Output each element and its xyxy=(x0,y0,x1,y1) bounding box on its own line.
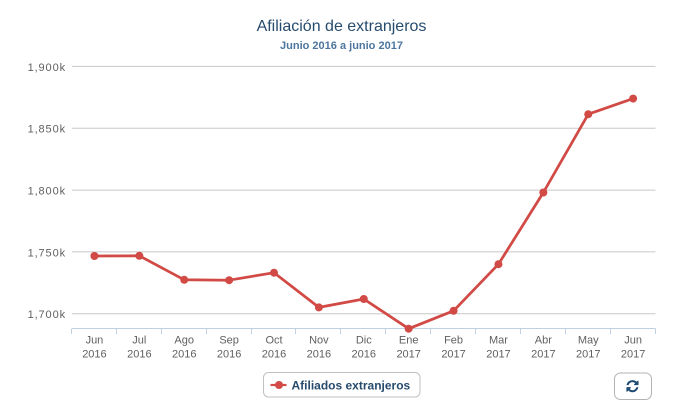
svg-text:Junio 2016 a junio 2017: Junio 2016 a junio 2017 xyxy=(280,40,403,52)
svg-text:Afiliados extranjeros: Afiliados extranjeros xyxy=(292,379,411,393)
svg-text:1,850k: 1,850k xyxy=(28,124,66,136)
svg-text:1,700k: 1,700k xyxy=(28,309,66,321)
svg-text:Afiliación de extranjeros: Afiliación de extranjeros xyxy=(257,18,427,35)
svg-text:1,800k: 1,800k xyxy=(28,186,66,198)
svg-text:1,750k: 1,750k xyxy=(28,247,66,259)
svg-text:1,900k: 1,900k xyxy=(28,62,66,74)
